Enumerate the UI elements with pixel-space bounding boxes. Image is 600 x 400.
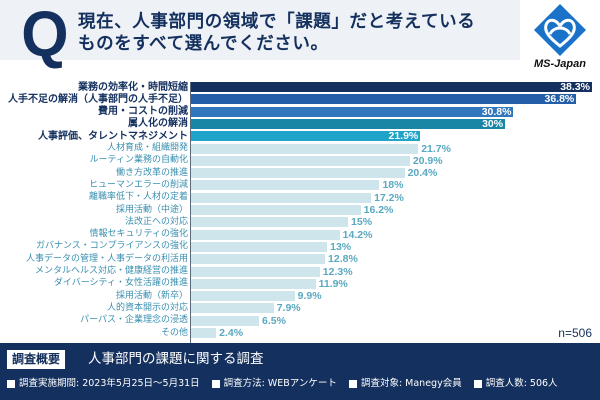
meta-target: 調査対象: Manegy会員 — [348, 378, 462, 390]
meta-period: 調査実施期間: 2023年5月25日～5月31日 — [7, 378, 200, 390]
category-label: 業務の効率化・時間短縮 — [78, 81, 188, 93]
question-line-2: ものをすべて選んでください。 — [78, 34, 329, 54]
bar — [191, 328, 217, 338]
question-text: 現在、人事部門の領域で「課題」だと考えている ものをすべて選んでください。 — [78, 11, 475, 55]
bar — [191, 254, 326, 265]
category-label: 属人化の解消 — [128, 118, 188, 130]
value-label: 20.4% — [407, 167, 438, 180]
category-label: 採用活動（中途） — [115, 204, 188, 215]
category-label: 採用活動（新卒） — [115, 290, 188, 301]
category-label: 費用・コストの削減 — [98, 106, 188, 118]
category-label: その他 — [160, 327, 188, 338]
value-label: 20.9% — [412, 154, 443, 167]
value-label: 13% — [330, 240, 352, 253]
bar — [191, 192, 372, 203]
bar — [191, 118, 506, 129]
meta-count: 調査人数: 506人 — [473, 378, 558, 390]
value-label: 36.8% — [544, 93, 575, 106]
value-label: 30.8% — [481, 105, 512, 118]
category-label: 人手不足の解消（人事部門の人手不足） — [8, 93, 188, 105]
value-label: 7.9% — [276, 302, 301, 315]
bar — [191, 315, 260, 326]
survey-summary-footer: 調査概要 人事部門の課題に関する調査 調査実施期間: 2023年5月25日～5月… — [0, 343, 600, 400]
value-label: 17.2% — [374, 191, 404, 204]
bar — [191, 241, 328, 252]
value-label: 38.3% — [560, 81, 590, 93]
value-label: 21.9% — [388, 130, 419, 143]
logo-text: MS-Japan — [534, 58, 586, 70]
bar — [191, 168, 405, 179]
category-label: 人的資本開示の対応 — [106, 302, 188, 313]
category-label: 人材育成・組織開発 — [106, 143, 188, 153]
value-label: 12.3% — [322, 265, 353, 278]
category-label: 働き方改革の推進 — [115, 167, 188, 178]
value-label: 2.4% — [219, 327, 244, 339]
bar — [191, 82, 592, 92]
value-label: 11.9% — [318, 277, 348, 290]
category-label: 人事データの管理・人事データの利活用 — [25, 253, 188, 264]
value-label: 12.8% — [328, 253, 358, 266]
q-letter: Q — [21, 0, 69, 70]
square-bullet-icon — [7, 380, 15, 388]
ms-japan-logo: MS-Japan — [520, 0, 600, 72]
bar-chart: 業務の効率化・時間短縮 38.3% 人手不足の解消（人事部門の人手不足） 36.8% 費… — [0, 78, 600, 344]
square-bullet-icon — [211, 380, 220, 388]
value-label: 21.7% — [421, 142, 451, 155]
category-label: ルーティン業務の自動化 — [89, 155, 188, 166]
bar — [191, 266, 320, 277]
category-label: 人事評価、タレントマネジメント — [38, 130, 188, 142]
square-bullet-icon — [348, 380, 357, 388]
bar — [191, 180, 380, 191]
bar — [191, 229, 340, 240]
question-line-1: 現在、人事部門の領域で「課題」だと考えている — [78, 12, 476, 32]
bar — [191, 303, 274, 314]
question-header: Q 現在、人事部門の領域で「課題」だと考えている ものをすべて選んでください。 — [0, 0, 520, 66]
y-axis-line — [190, 82, 191, 344]
category-label: ヒューマンエラーの削減 — [88, 179, 188, 190]
bar — [191, 143, 419, 154]
bar — [191, 106, 514, 117]
survey-meta: 調査実施期間: 2023年5月25日～5月31日 調査方法: WEBアンケート … — [7, 378, 558, 390]
bar — [191, 94, 577, 105]
value-label: 9.9% — [297, 290, 322, 303]
heart-diamond-logo-icon — [534, 4, 586, 56]
category-label: ダイバーシティ・女性活躍の推進 — [53, 278, 188, 289]
value-label: 14.2% — [342, 228, 373, 241]
value-label: 6.5% — [262, 314, 286, 327]
value-label: 30% — [482, 117, 504, 130]
square-bullet-icon — [473, 380, 482, 388]
bar — [191, 155, 410, 166]
survey-title: 人事部門の課題に関する調査 — [88, 351, 264, 367]
bar — [191, 131, 421, 142]
value-label: 15% — [351, 216, 373, 229]
meta-method: 調査方法: WEBアンケート — [211, 378, 337, 390]
category-label: パーパス・企業理念の浸透 — [80, 315, 188, 326]
category-label: ガバナンス・コンプライアンスの強化 — [35, 241, 188, 252]
summary-badge: 調査概要 — [7, 350, 66, 369]
category-label: 法改正への対応 — [124, 216, 188, 227]
category-label: メンタルヘルス対応・健康経営の推進 — [34, 266, 188, 276]
bar — [191, 205, 361, 215]
value-label: 18% — [382, 179, 404, 192]
category-label: 情報セキュリティの強化 — [89, 229, 188, 240]
bar — [191, 291, 295, 302]
bar — [191, 217, 349, 228]
bar — [191, 278, 316, 289]
value-label: 16.2% — [363, 204, 394, 216]
sample-size: n=506 — [558, 326, 592, 340]
category-label: 離職率低下・人材の定着 — [88, 192, 188, 203]
